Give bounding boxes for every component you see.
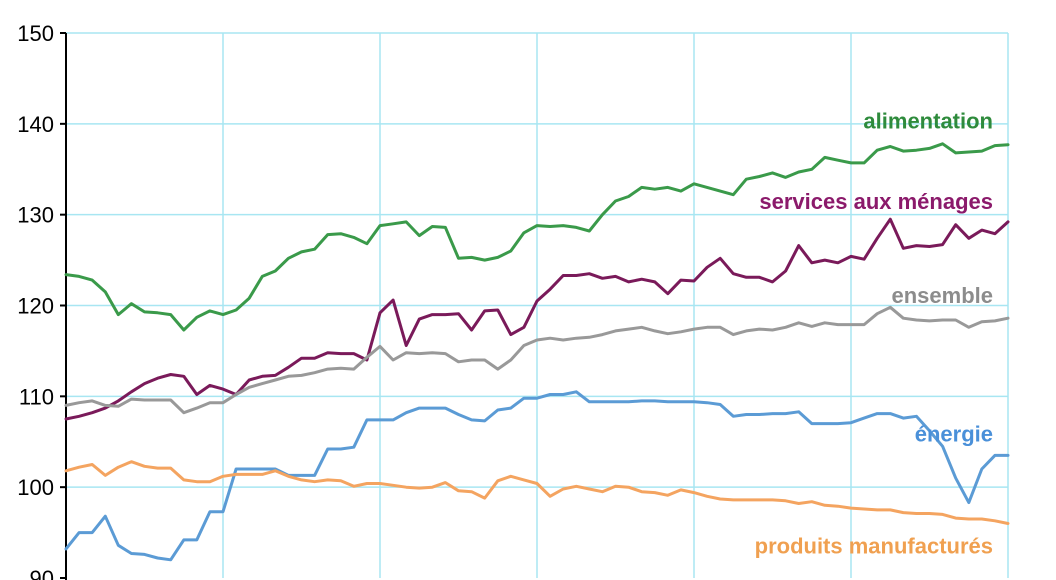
series-lines [64, 142, 1010, 562]
grid [66, 32, 1009, 578]
series-labels: alimentation services aux ménages ensemble… [755, 109, 993, 559]
series-line-3 [64, 390, 1010, 562]
series-line-1 [64, 217, 1010, 421]
y-tick-labels: 150 140 130 120 110 100 90 [17, 21, 54, 580]
axes [60, 32, 67, 580]
series-line-4 [64, 460, 1010, 525]
series-label-2: ensemble [892, 283, 994, 308]
series-label-1: services aux ménages [759, 189, 993, 214]
series-label-0: alimentation [863, 109, 993, 134]
y-tick-label-120: 120 [17, 294, 54, 319]
y-tick-label-150: 150 [17, 21, 54, 46]
series-line-2 [64, 305, 1010, 415]
y-tick-label-110: 110 [19, 384, 54, 409]
y-tick-label-130: 130 [17, 203, 54, 228]
series-label-3: énergie [915, 421, 993, 446]
y-tick-label-100: 100 [17, 475, 54, 500]
series-line-0 [64, 142, 1010, 332]
y-tick-label-140: 140 [17, 112, 54, 137]
series-label-4: produits manufacturés [755, 534, 993, 559]
y-tick-label-90: 90 [30, 566, 54, 580]
